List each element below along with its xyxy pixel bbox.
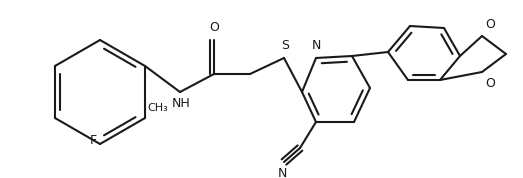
Text: S: S xyxy=(281,39,289,52)
Text: O: O xyxy=(485,77,495,90)
Text: N: N xyxy=(277,167,287,178)
Text: F: F xyxy=(90,134,97,146)
Text: NH: NH xyxy=(172,97,190,110)
Text: N: N xyxy=(311,39,321,52)
Text: O: O xyxy=(485,18,495,31)
Text: O: O xyxy=(209,21,219,34)
Text: CH₃: CH₃ xyxy=(147,103,168,113)
